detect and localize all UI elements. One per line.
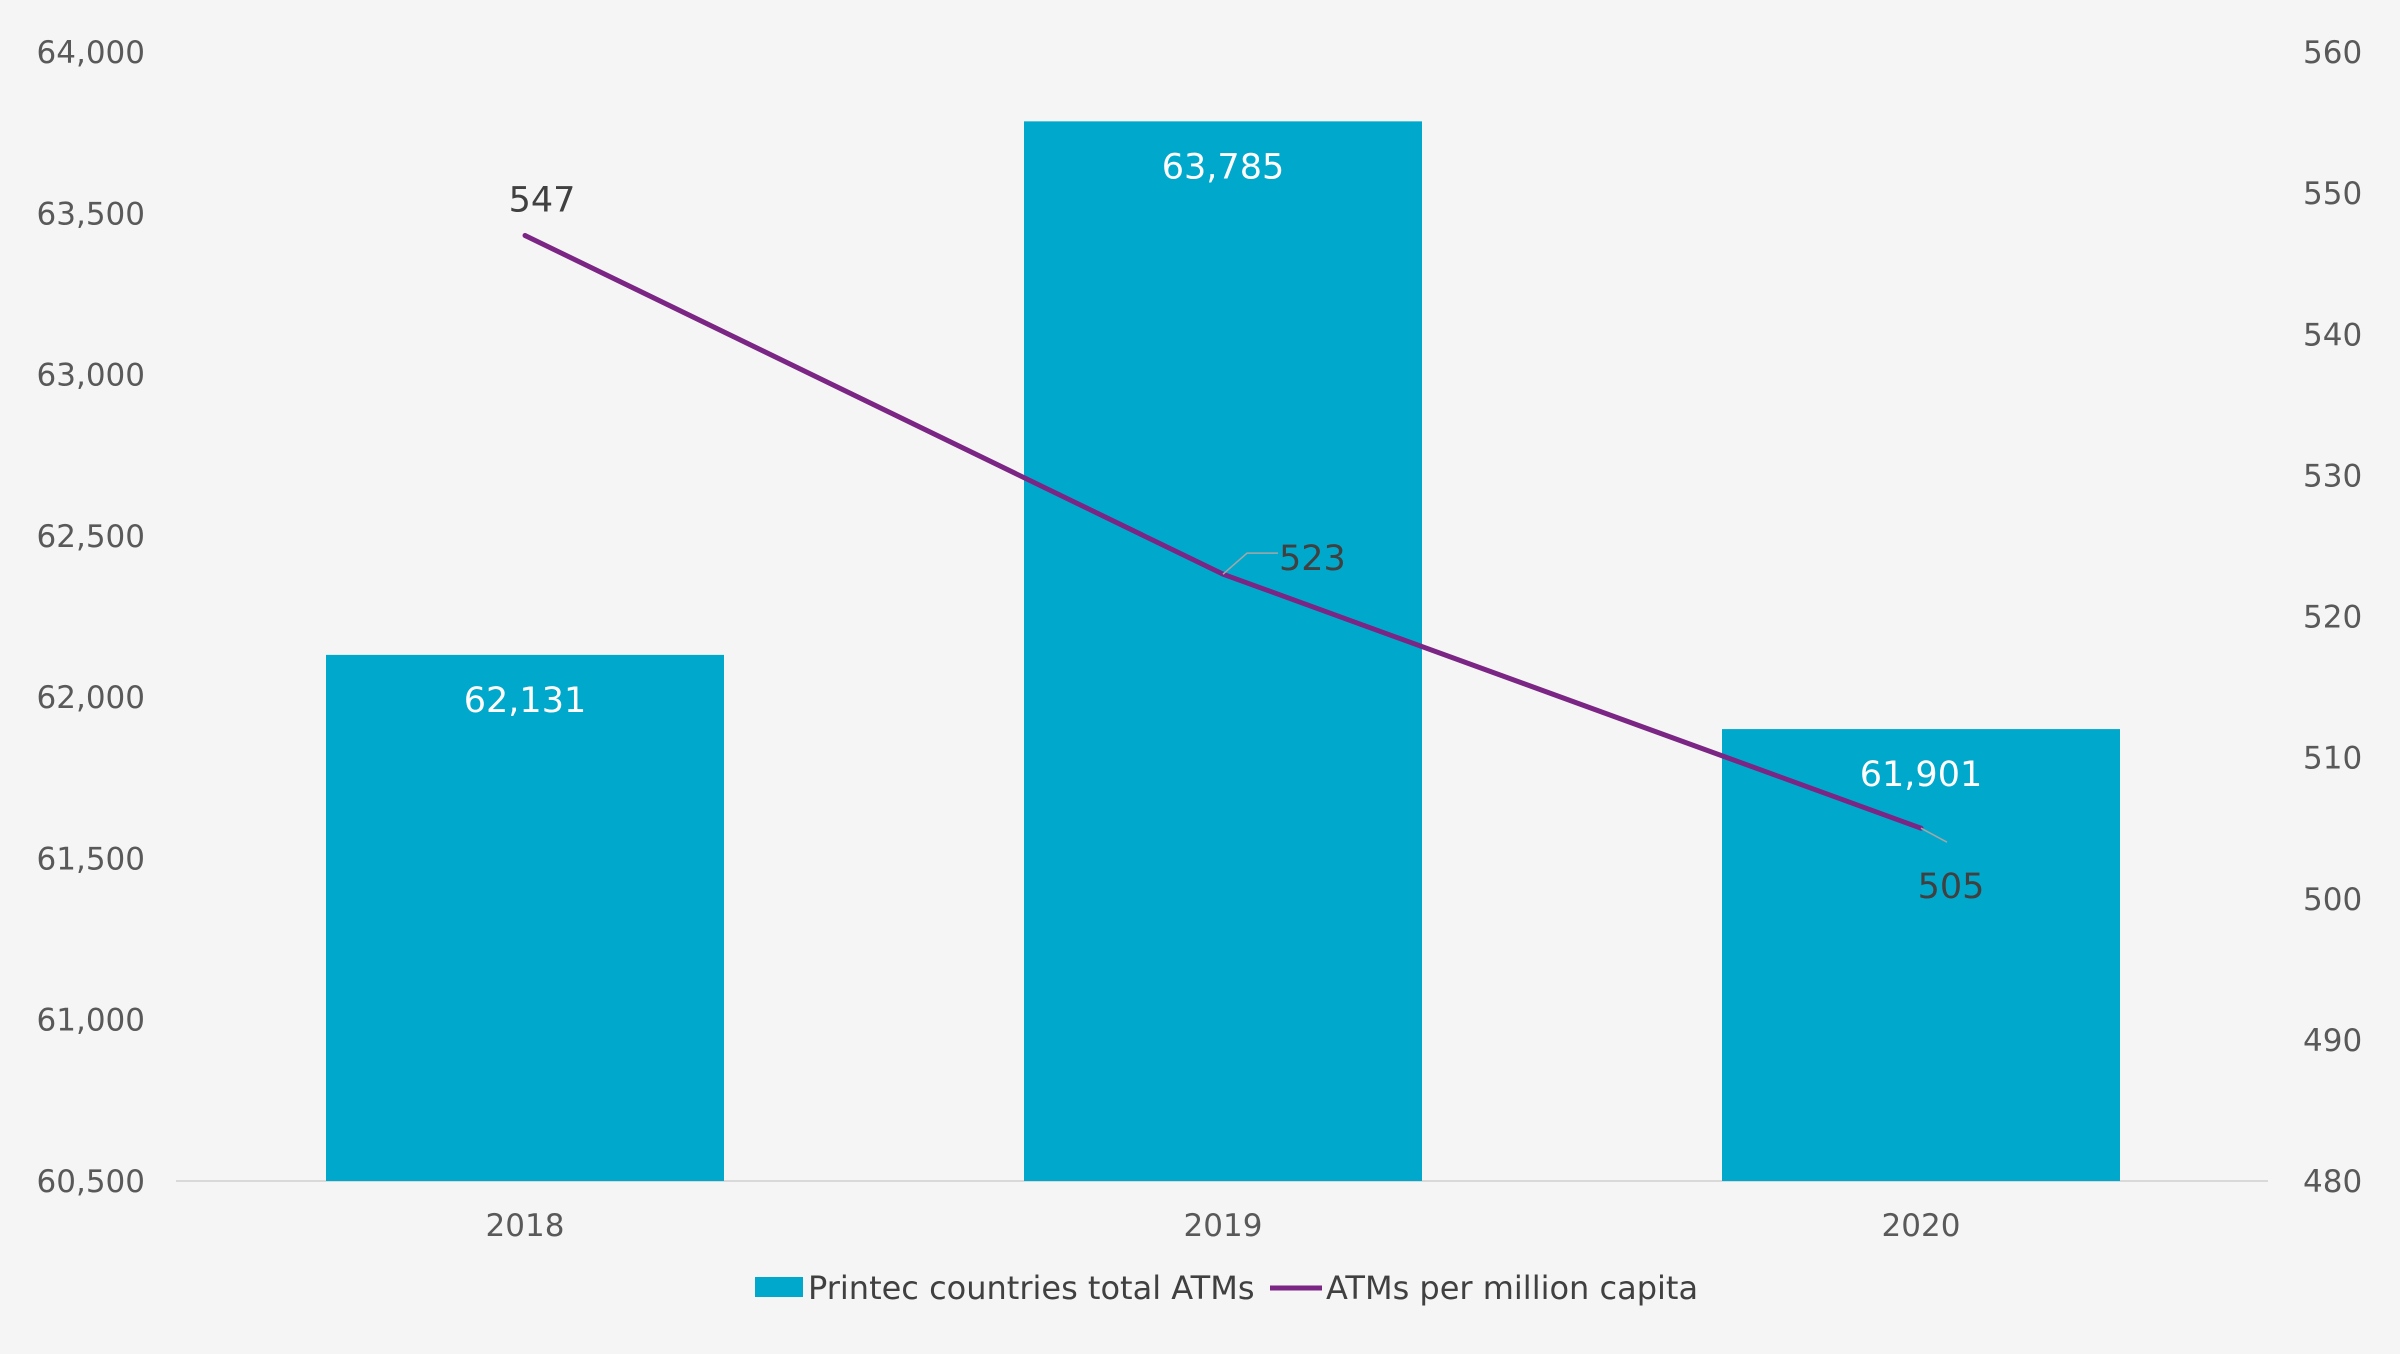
bar-data-label: 63,785 (1162, 147, 1284, 187)
y-right-tick-label: 540 (2303, 317, 2362, 353)
legend-swatch-bar (755, 1277, 803, 1297)
legend: Printec countries total ATMs ATMs per mil… (755, 1269, 1698, 1307)
bar-2019 (1024, 121, 1422, 1181)
y-left-tick-label: 64,000 (37, 35, 145, 71)
line-point-2018 (522, 232, 528, 238)
leader-line (1920, 827, 1948, 843)
y-left-tick-label: 61,500 (37, 841, 145, 877)
y-right-tick-label: 500 (2303, 882, 2362, 918)
y-left-tick-label: 60,500 (37, 1164, 145, 1200)
y-right-tick-label: 510 (2303, 741, 2362, 777)
y-left-tick-label: 63,500 (37, 196, 145, 232)
x-tick-label: 2018 (486, 1208, 565, 1244)
y-left-tick-label: 62,000 (37, 680, 145, 716)
y-right-tick-label: 480 (2303, 1164, 2362, 1200)
bar-2018 (326, 654, 724, 1181)
y-right-tick-label: 560 (2303, 35, 2362, 71)
x-tick-label: 2019 (1184, 1208, 1263, 1244)
x-tick-label: 2020 (1882, 1208, 1961, 1244)
legend-label-line: ATMs per million capita (1326, 1269, 1698, 1307)
y-right-tick-label: 490 (2303, 1023, 2362, 1059)
bar-series (326, 121, 2120, 1181)
bar-2020 (1722, 729, 2120, 1181)
leader-line (1222, 552, 1278, 575)
y-left-tick-label: 61,000 (37, 1003, 145, 1039)
legend-label-bar: Printec countries total ATMs (808, 1269, 1255, 1307)
axes: 60,500 61,000 61,500 62,000 62,500 63,000 63,5… (37, 35, 2363, 1244)
bar-data-label: 61,901 (1860, 755, 1982, 795)
y-right-tick-label: 530 (2303, 458, 2362, 494)
line-data-label: 523 (1279, 539, 1346, 579)
y-right-tick-label: 520 (2303, 600, 2362, 636)
line-data-label: 547 (509, 180, 576, 220)
y-right-tick-label: 550 (2303, 176, 2362, 212)
data-labels: 62,131 63,785 61,901 547 523 505 (464, 147, 1985, 907)
bar-data-label: 62,131 (464, 681, 586, 721)
line-data-label: 505 (1918, 867, 1985, 907)
y-left-tick-label: 63,000 (37, 358, 145, 394)
y-left-tick-label: 62,500 (37, 519, 145, 555)
